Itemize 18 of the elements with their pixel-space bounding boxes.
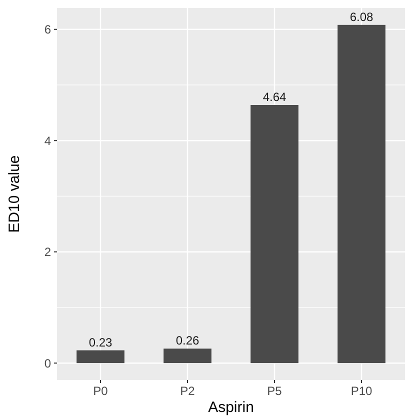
y-axis-title: ED10 value — [6, 155, 23, 233]
y-tick-label: 2 — [44, 245, 52, 260]
data-label: 0.23 — [88, 335, 112, 350]
data-label: 4.64 — [262, 90, 286, 104]
bar — [76, 350, 124, 364]
x-axis-title: Aspirin — [208, 399, 254, 416]
x-tick-label: P0 — [93, 384, 108, 398]
x-tick-label: P2 — [180, 384, 196, 398]
data-label: 0.26 — [176, 334, 200, 348]
x-tick-label: P5 — [267, 384, 282, 398]
y-tick-label: 0 — [44, 356, 52, 370]
x-tick-label: P10 — [350, 384, 372, 398]
y-tick-label: 4 — [44, 134, 52, 148]
bar — [250, 105, 298, 364]
y-tick-label: 6 — [44, 22, 52, 37]
bar — [338, 24, 386, 364]
bar — [164, 348, 212, 364]
data-label: 6.08 — [350, 10, 374, 24]
